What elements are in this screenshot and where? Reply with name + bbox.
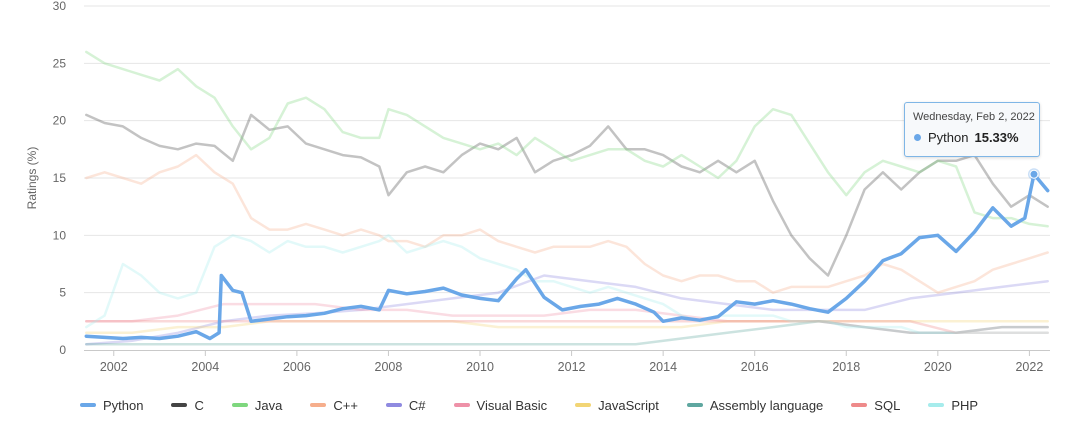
y-tick-label: 30 (53, 0, 67, 13)
y-axis-label: Ratings (%) (25, 147, 39, 210)
x-tick-label: 2004 (191, 360, 219, 374)
series-line-c- (85, 274, 1049, 346)
y-tick-label: 10 (53, 228, 67, 242)
legend-item-python[interactable]: Python (80, 398, 143, 413)
legend-label: SQL (874, 397, 901, 413)
legend-swatch (231, 403, 248, 407)
legend-swatch (928, 403, 945, 407)
legend-swatch (80, 403, 96, 407)
legend-item-sql[interactable]: SQL (851, 398, 900, 413)
y-tick-label: 15 (53, 171, 67, 185)
legend-swatch (310, 403, 327, 407)
x-tick-label: 2008 (375, 360, 403, 374)
legend-swatch (453, 403, 470, 407)
legend: Python C Java C++ C# Visual Basic JavaScript As… (80, 394, 1006, 416)
legend-swatch (686, 403, 703, 407)
series-line-php (85, 234, 1049, 335)
legend-label: JavaScript (598, 397, 659, 413)
legend-label: C# (408, 397, 426, 413)
tooltip: Wednesday, Feb 2, 2022 Python 15.33% (904, 102, 1040, 157)
legend-item-c[interactable]: C (171, 397, 204, 413)
x-tick-label: 2020 (924, 360, 952, 374)
legend-item-assembly-language[interactable]: Assembly language (686, 397, 824, 413)
legend-item-visual-basic[interactable]: Visual Basic (453, 397, 548, 413)
legend-label: PHP (951, 397, 979, 413)
series-line-python (84, 172, 1050, 341)
y-tick-label: 5 (59, 286, 66, 300)
tooltip-series-dot (914, 134, 921, 141)
x-tick-label: 2022 (1015, 360, 1043, 374)
legend-label: Assembly language (709, 397, 824, 413)
legend-swatch (385, 403, 402, 407)
legend-label: C (194, 397, 204, 413)
tooltip-series-name: Python (928, 130, 969, 145)
tooltip-value: 15.33% (974, 130, 1019, 145)
hover-point (1029, 169, 1039, 179)
legend-label: Java (254, 397, 283, 413)
legend-swatch (851, 403, 868, 407)
legend-label: C++ (333, 397, 358, 413)
legend-swatch (575, 403, 592, 407)
y-tick-label: 20 (53, 114, 67, 128)
series-line-javascript (85, 320, 1049, 335)
legend-label: Python (103, 397, 144, 413)
legend-label: Visual Basic (476, 397, 548, 413)
legend-item-javascript[interactable]: JavaScript (575, 398, 659, 413)
x-tick-label: 2002 (100, 360, 128, 374)
legend-item-php[interactable]: PHP (928, 398, 978, 413)
legend-swatch (171, 403, 188, 407)
legend-item-c-[interactable]: C# (385, 397, 426, 413)
x-tick-label: 2014 (649, 360, 677, 374)
legend-item-c-[interactable]: C++ (310, 398, 358, 413)
x-tick-label: 2016 (741, 360, 769, 374)
x-tick-label: 2006 (283, 360, 311, 374)
series-line-assembly-language (85, 320, 1049, 346)
series-line-c (85, 113, 1049, 277)
tooltip-date: Wednesday, Feb 2, 2022 (913, 111, 1035, 123)
series-line-java (85, 50, 1049, 228)
x-tick-label: 2010 (466, 360, 494, 374)
series-line-c- (85, 153, 1049, 294)
legend-item-java[interactable]: Java (231, 397, 283, 413)
series-line-sql (85, 320, 1049, 335)
y-tick-label: 25 (53, 56, 67, 70)
x-tick-label: 2012 (558, 360, 586, 374)
x-tick-label: 2018 (832, 360, 860, 374)
tooltip-row: Python 15.33% (914, 130, 1019, 145)
y-tick-label: 0 (59, 343, 66, 357)
